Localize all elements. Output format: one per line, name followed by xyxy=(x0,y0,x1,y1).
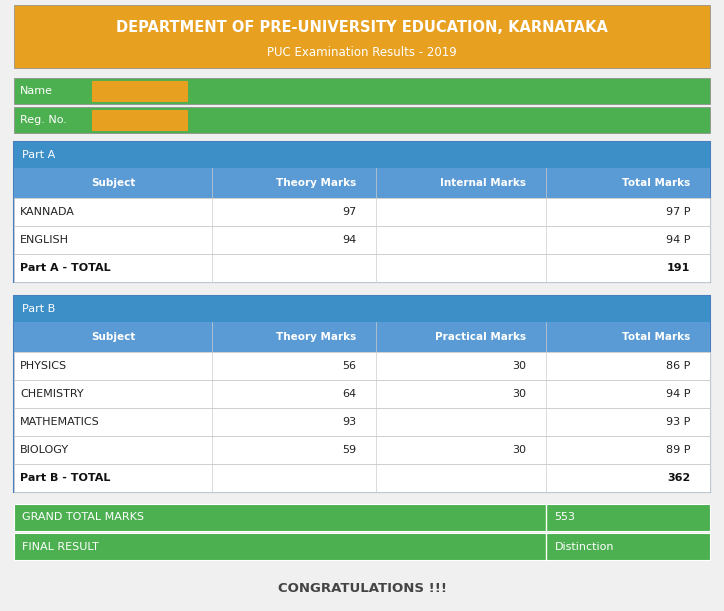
Text: 30: 30 xyxy=(512,361,526,371)
Bar xyxy=(14,226,710,254)
Bar xyxy=(14,352,710,380)
Bar xyxy=(14,254,710,282)
Text: Name: Name xyxy=(20,86,53,96)
Bar xyxy=(92,81,187,101)
Text: 362: 362 xyxy=(667,473,691,483)
Text: PHYSICS: PHYSICS xyxy=(20,361,67,371)
Text: Subject: Subject xyxy=(91,178,135,188)
Bar xyxy=(14,464,710,492)
Text: 553: 553 xyxy=(555,513,576,522)
Text: 93: 93 xyxy=(342,417,356,427)
Text: Theory Marks: Theory Marks xyxy=(276,178,356,188)
Text: Theory Marks: Theory Marks xyxy=(276,332,356,342)
Bar xyxy=(14,380,710,408)
Bar xyxy=(14,533,710,560)
Text: 89 P: 89 P xyxy=(666,445,691,455)
Bar xyxy=(14,198,710,226)
Text: 30: 30 xyxy=(512,389,526,399)
Text: PUC Examination Results - 2019: PUC Examination Results - 2019 xyxy=(267,46,457,59)
Bar xyxy=(14,142,710,282)
Text: 59: 59 xyxy=(342,445,356,455)
Text: ENGLISH: ENGLISH xyxy=(20,235,69,245)
Text: Reg. No.: Reg. No. xyxy=(20,115,67,125)
Bar xyxy=(92,110,187,130)
Text: 93 P: 93 P xyxy=(666,417,691,427)
Bar xyxy=(14,436,710,464)
Text: DEPARTMENT OF PRE-UNIVERSITY EDUCATION, KARNATAKA: DEPARTMENT OF PRE-UNIVERSITY EDUCATION, … xyxy=(116,20,608,34)
Bar xyxy=(14,78,710,104)
Text: 56: 56 xyxy=(342,361,356,371)
Text: 30: 30 xyxy=(512,445,526,455)
Bar xyxy=(14,5,710,68)
Text: Part A: Part A xyxy=(22,150,55,160)
Text: MATHEMATICS: MATHEMATICS xyxy=(20,417,100,427)
Bar xyxy=(14,322,710,352)
Bar xyxy=(14,107,710,133)
Text: Distinction: Distinction xyxy=(555,541,614,552)
Text: CHEMISTRY: CHEMISTRY xyxy=(20,389,84,399)
Text: FINAL RESULT: FINAL RESULT xyxy=(22,541,99,552)
Text: Part A - TOTAL: Part A - TOTAL xyxy=(20,263,111,273)
Text: 94 P: 94 P xyxy=(666,235,691,245)
Text: 86 P: 86 P xyxy=(666,361,691,371)
Text: BIOLOGY: BIOLOGY xyxy=(20,445,69,455)
Text: 97: 97 xyxy=(342,207,356,217)
Text: Part B - TOTAL: Part B - TOTAL xyxy=(20,473,110,483)
Text: KANNADA: KANNADA xyxy=(20,207,75,217)
Text: Total Marks: Total Marks xyxy=(622,178,691,188)
Bar xyxy=(14,296,710,322)
Text: 94 P: 94 P xyxy=(666,389,691,399)
Text: CONGRATULATIONS !!!: CONGRATULATIONS !!! xyxy=(277,582,447,595)
Text: GRAND TOTAL MARKS: GRAND TOTAL MARKS xyxy=(22,513,144,522)
Bar xyxy=(14,408,710,436)
Text: Total Marks: Total Marks xyxy=(622,332,691,342)
Text: Subject: Subject xyxy=(91,332,135,342)
Text: 191: 191 xyxy=(667,263,691,273)
Bar xyxy=(14,296,710,492)
Text: 97 P: 97 P xyxy=(666,207,691,217)
Text: 64: 64 xyxy=(342,389,356,399)
Bar xyxy=(14,504,710,531)
Text: Part B: Part B xyxy=(22,304,55,314)
Text: 94: 94 xyxy=(342,235,356,245)
Bar xyxy=(14,168,710,198)
Bar xyxy=(14,142,710,168)
Text: Internal Marks: Internal Marks xyxy=(440,178,526,188)
Text: Practical Marks: Practical Marks xyxy=(435,332,526,342)
